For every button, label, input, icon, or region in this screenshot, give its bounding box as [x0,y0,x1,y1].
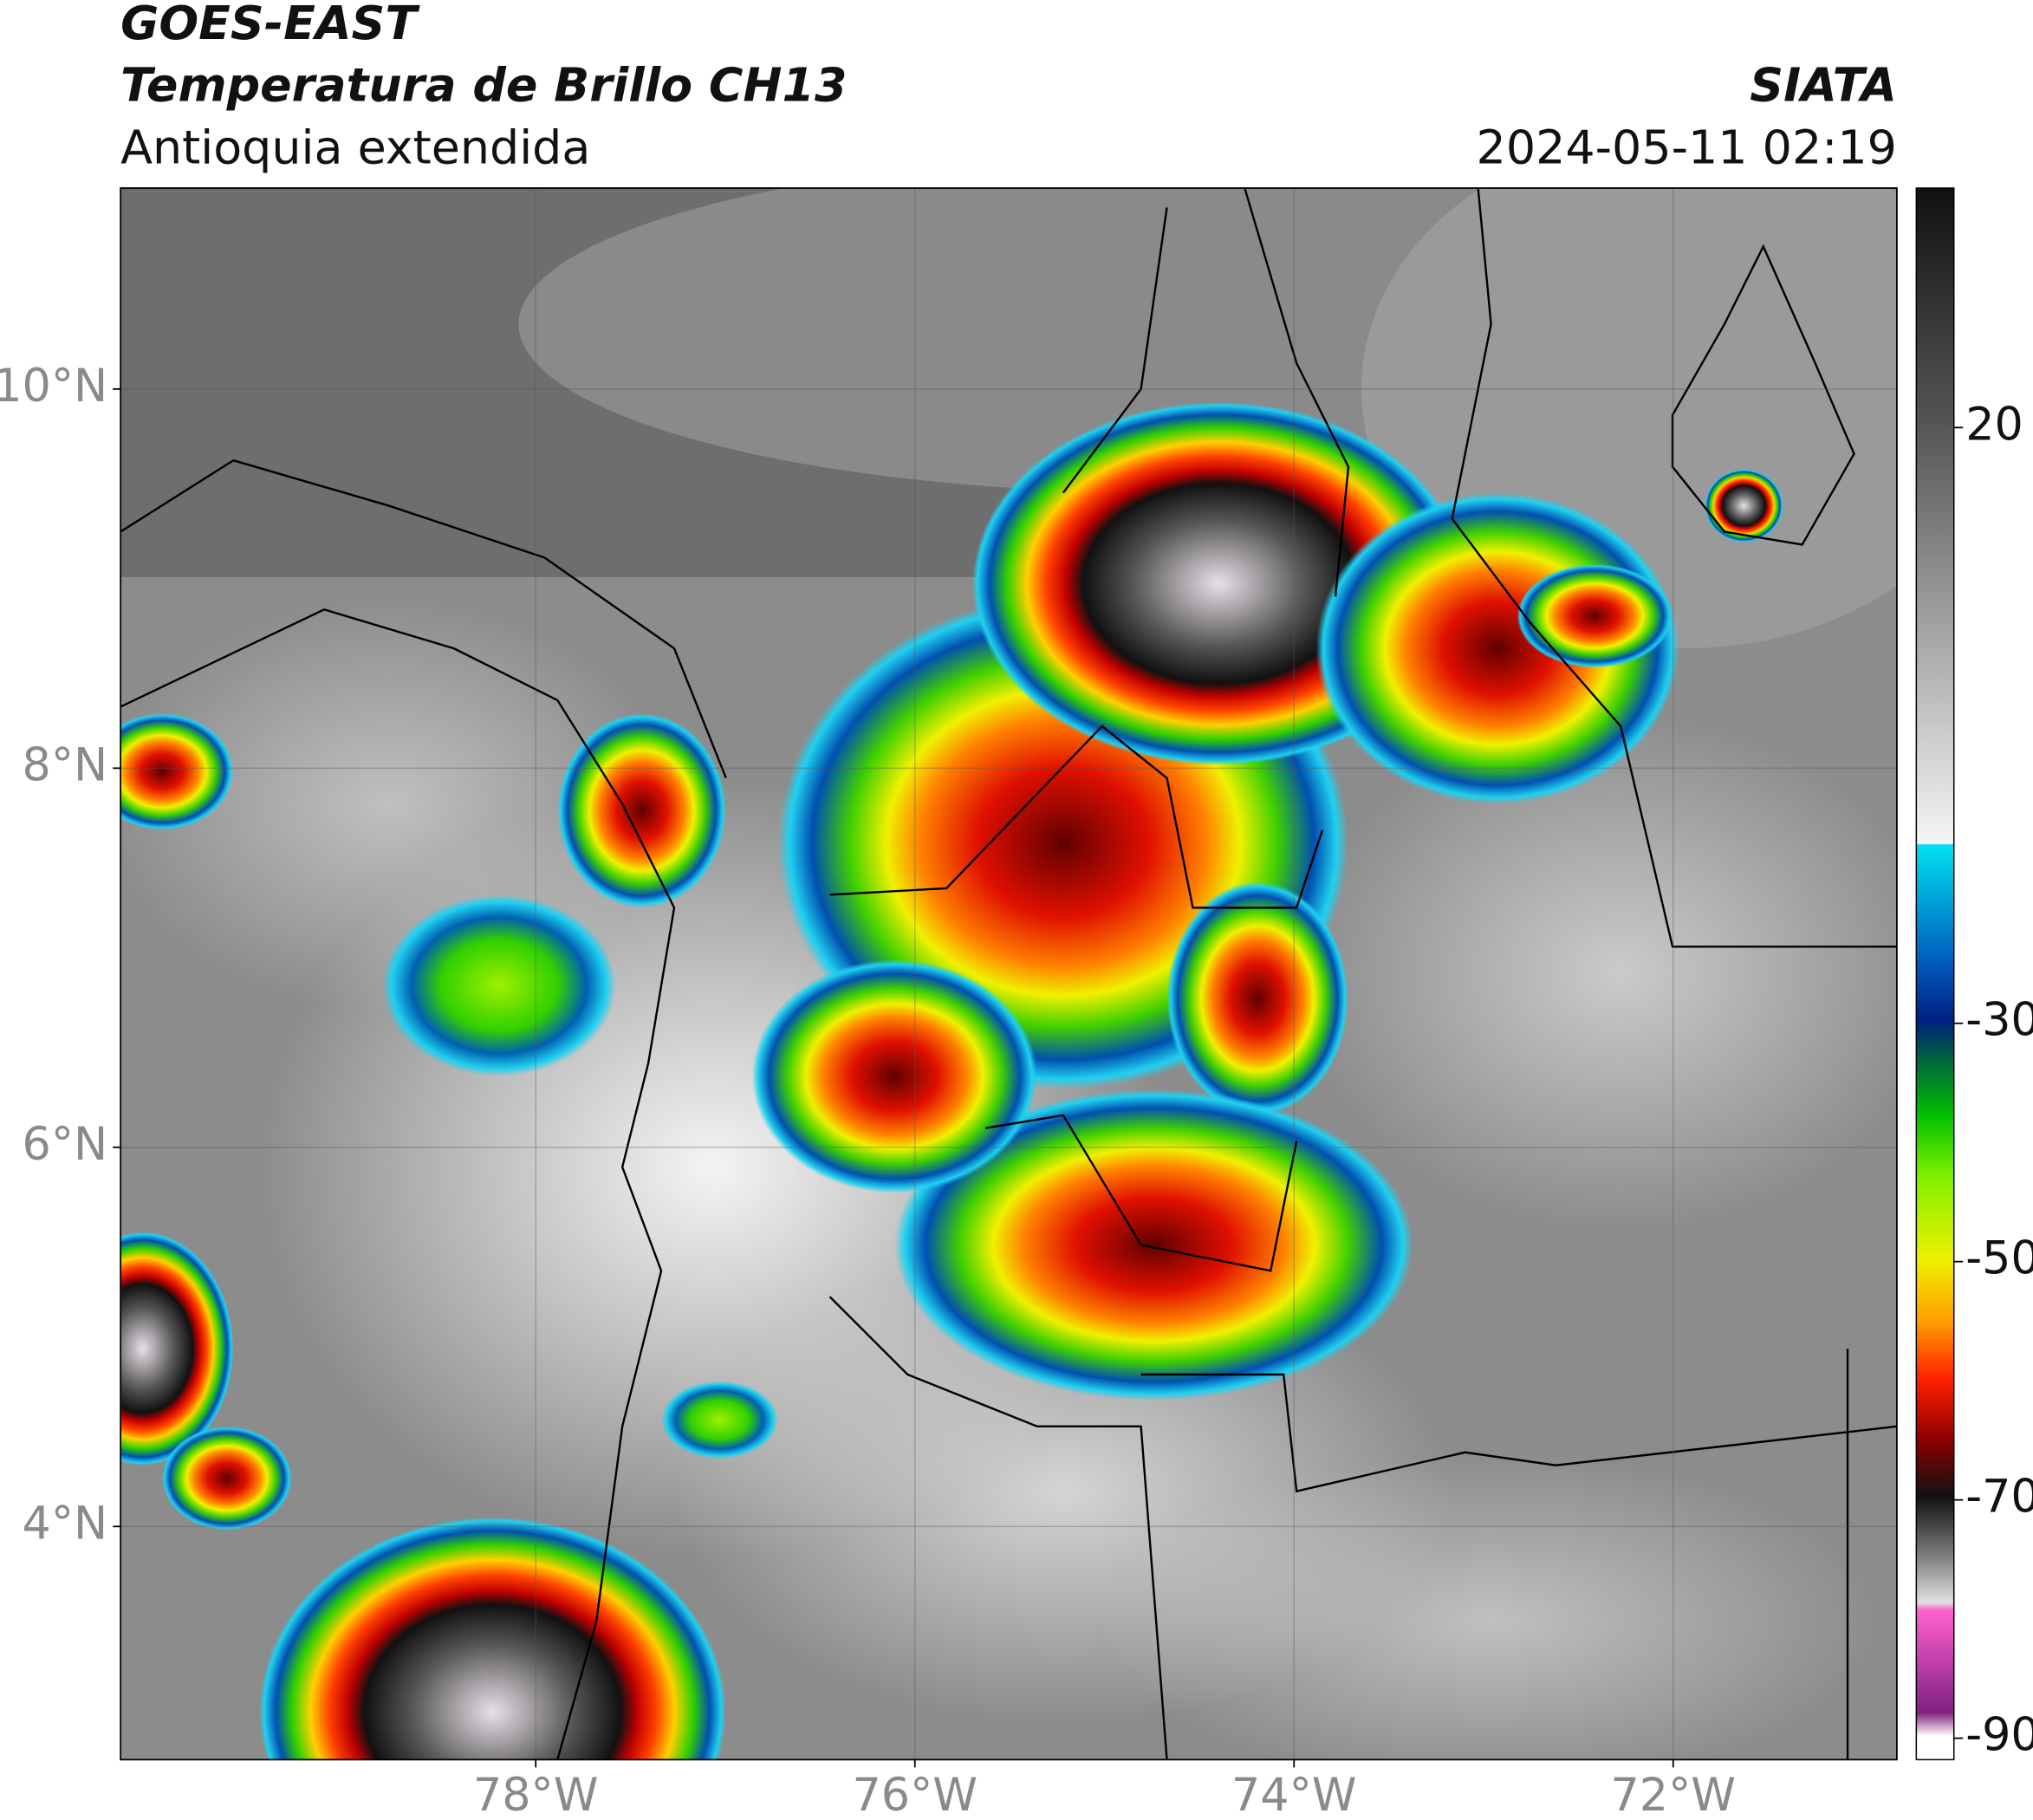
colorbar-tick-label: -70 [1965,1471,2033,1524]
lat-tick-label: 4°N [23,1497,108,1550]
colorbar-tick-label: 20 [1965,398,2023,451]
lon-tick-label: 74°W [1231,1769,1357,1820]
lat-tick-label: 10°N [0,360,107,413]
lat-tick-label: 6°N [23,1118,108,1171]
title: GOES-EAST [120,0,420,50]
datetime: 2024-05-11 02:19 [1477,120,1897,175]
region: Antioquia extendida [120,120,590,175]
lon-tick-label: 72°W [1610,1769,1736,1820]
colorbar-tick-label: -30 [1965,994,2033,1047]
subtitle: Temperatura de Brillo CH13 [120,58,847,113]
lon-tick-label: 78°W [473,1769,599,1820]
colorbar-tick-label: -90 [1965,1709,2033,1762]
lon-tick-label: 76°W [852,1769,978,1820]
map-frame [120,187,1898,1761]
source: SIATA [1750,58,1897,113]
lat-tick-label: 8°N [23,738,108,791]
colorbar-tick-label: -50 [1965,1232,2033,1285]
satellite-image [120,188,1897,1760]
graticule [120,188,1897,1760]
colorbar [1915,187,1955,1761]
